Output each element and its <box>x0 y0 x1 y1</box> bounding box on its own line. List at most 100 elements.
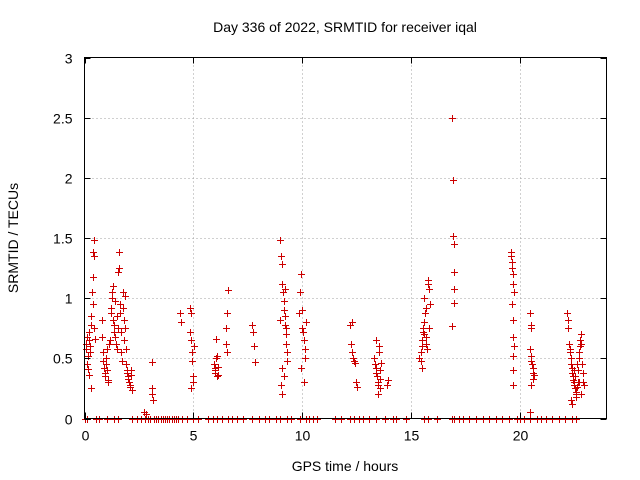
data-point <box>510 317 517 324</box>
data-point <box>338 416 345 423</box>
data-point <box>527 409 534 416</box>
data-point <box>90 274 97 281</box>
data-point <box>574 384 581 391</box>
data-point <box>109 295 116 302</box>
data-point <box>189 349 196 356</box>
data-point <box>117 301 124 308</box>
data-point <box>240 416 247 423</box>
data-point <box>100 349 107 356</box>
data-point <box>279 391 286 398</box>
y-tick-label: 2.5 <box>53 111 73 127</box>
data-point <box>120 289 127 296</box>
x-axis-label: GPS time / hours <box>292 458 399 474</box>
data-point <box>278 253 285 260</box>
data-point <box>509 301 516 308</box>
data-point <box>102 373 109 380</box>
data-point <box>529 361 536 368</box>
data-point <box>528 325 535 332</box>
data-point <box>279 365 286 372</box>
data-point <box>250 329 257 336</box>
data-point <box>530 376 537 383</box>
data-point <box>219 416 226 423</box>
data-point <box>549 416 556 423</box>
data-point <box>419 337 426 344</box>
data-point <box>225 287 232 294</box>
data-point <box>96 416 103 423</box>
data-point <box>249 416 256 423</box>
data-point <box>299 325 306 332</box>
data-point <box>425 416 432 423</box>
data-point <box>281 373 288 380</box>
data-point <box>426 325 433 332</box>
data-point <box>510 334 517 341</box>
axis-ticks: 0 0.5 1 1.5 2 2.5 3 0 5 10 15 20 <box>53 51 607 444</box>
data-point <box>223 341 230 348</box>
data-point <box>149 391 156 398</box>
data-point <box>113 341 120 348</box>
data-point <box>249 322 256 329</box>
data-point <box>124 370 131 377</box>
data-point <box>266 416 273 423</box>
data-point <box>566 341 573 348</box>
data-point <box>451 300 458 307</box>
data-point <box>473 416 480 423</box>
data-point <box>106 341 113 348</box>
data-point <box>88 313 95 320</box>
data-point <box>114 346 121 353</box>
data-point <box>88 385 95 392</box>
data-point <box>568 355 575 362</box>
data-point <box>466 416 473 423</box>
data-point <box>506 416 513 423</box>
data-point <box>279 281 286 288</box>
data-point <box>129 387 136 394</box>
data-point <box>99 317 106 324</box>
data-point <box>104 416 111 423</box>
data-point <box>121 317 128 324</box>
data-point <box>424 346 431 353</box>
data-point <box>187 329 194 336</box>
data-point <box>87 343 94 350</box>
data-point <box>256 416 263 423</box>
data-point <box>366 416 373 423</box>
data-point <box>418 358 425 365</box>
data-point <box>103 361 110 368</box>
data-point <box>104 367 111 374</box>
data-point <box>143 411 150 418</box>
data-point <box>425 277 432 284</box>
data-point <box>92 336 99 343</box>
data-point <box>279 261 286 268</box>
data-point <box>568 361 575 368</box>
data-point <box>109 289 116 296</box>
data-point <box>509 265 516 272</box>
data-point <box>123 361 130 368</box>
data-point <box>297 416 304 423</box>
data-point <box>450 233 457 240</box>
data-point <box>282 322 289 329</box>
data-point <box>508 253 515 260</box>
data-point <box>123 346 130 353</box>
data-point <box>277 416 284 423</box>
data-point <box>543 416 550 423</box>
data-point <box>420 325 427 332</box>
data-point <box>298 365 305 372</box>
data-point <box>350 355 357 362</box>
data-point <box>499 416 506 423</box>
data-point <box>562 416 569 423</box>
data-point <box>576 355 583 362</box>
data-point <box>382 416 389 423</box>
data-point <box>284 349 291 356</box>
data-point <box>580 370 587 377</box>
data-point <box>527 310 534 317</box>
data-point <box>105 379 112 386</box>
y-axis-label: SRMTID / TECUs <box>5 183 21 293</box>
data-point <box>296 310 303 317</box>
data-point <box>282 313 289 320</box>
x-tick-label: 5 <box>190 428 198 444</box>
y-tick-label: 0 <box>65 412 73 428</box>
data-point <box>377 367 384 374</box>
data-point <box>300 329 307 336</box>
data-point <box>150 397 157 404</box>
data-point <box>88 322 95 329</box>
data-point <box>434 416 441 423</box>
